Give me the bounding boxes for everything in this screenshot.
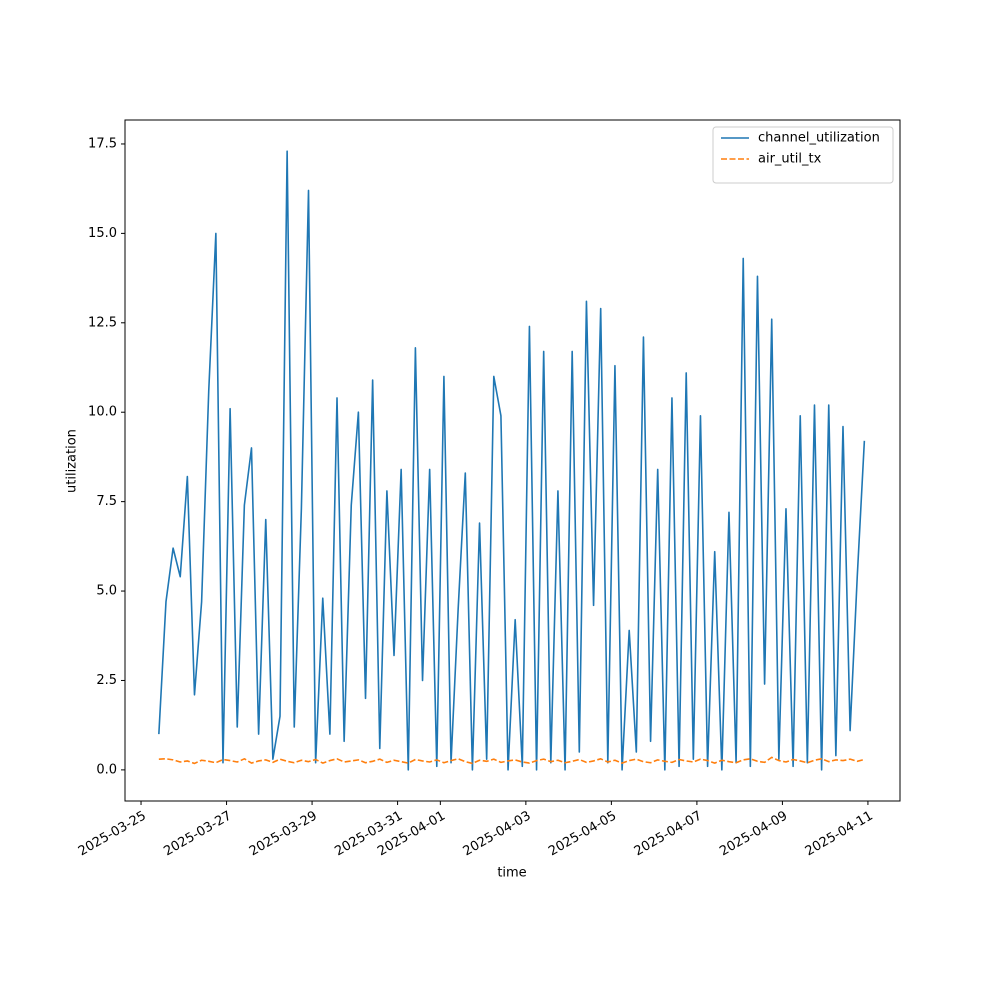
plot-frame <box>124 119 901 802</box>
y-tick-label: 12.5 <box>88 315 117 330</box>
y-tick-label: 5.0 <box>96 584 117 599</box>
y-axis-label: utilization <box>65 429 80 493</box>
y-tick-label: 17.5 <box>88 136 117 151</box>
legend-label: air_util_tx <box>758 152 822 167</box>
line-series <box>158 756 865 765</box>
y-tick-label: 0.0 <box>96 762 117 777</box>
legend-label: channel_utilization <box>758 131 880 146</box>
y-tick-label: 2.5 <box>96 673 117 688</box>
y-tick-label: 10.0 <box>88 405 117 420</box>
y-tick-label: 15.0 <box>88 226 117 241</box>
y-tick-label: 7.5 <box>96 494 117 509</box>
legend-box <box>712 126 894 184</box>
x-axis-label: time <box>497 866 526 881</box>
line-series <box>158 150 866 771</box>
